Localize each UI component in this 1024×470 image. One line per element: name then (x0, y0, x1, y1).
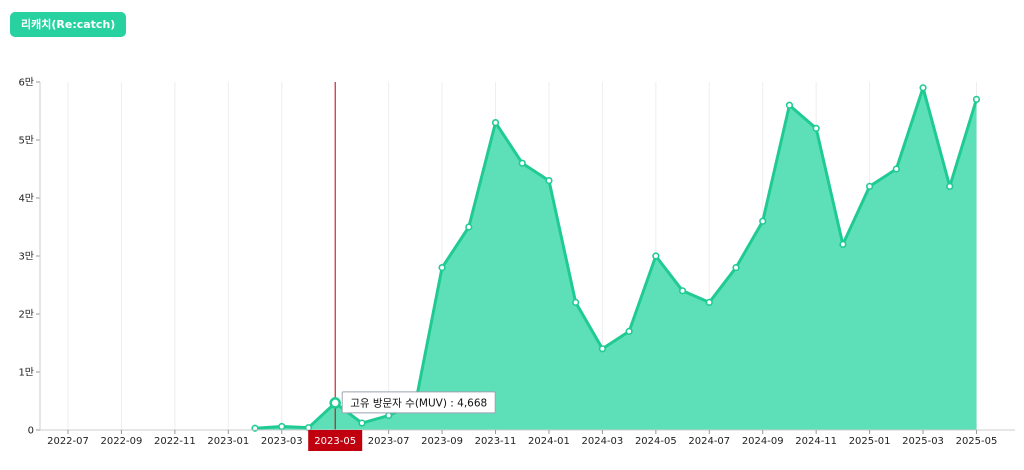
area-series (254, 86, 978, 431)
y-tick-label: 1만 (18, 367, 34, 379)
y-tick-label: 5만 (18, 135, 34, 147)
data-point (438, 264, 446, 272)
data-point (865, 182, 874, 190)
data-point (972, 95, 981, 103)
cursor-x-label: 2023-05 (314, 436, 356, 447)
y-tick-label: 0 (28, 426, 34, 437)
data-point (732, 264, 740, 272)
data-point (812, 124, 820, 132)
y-tick-label: 6만 (18, 77, 34, 89)
area-fill (255, 87, 977, 431)
tooltip: 고유 방문자 수(MUV) : 4,668 (341, 391, 496, 414)
y-tick-label: 4만 (18, 193, 34, 205)
active-data-point (329, 397, 341, 409)
recatch-button[interactable]: 리캐치(Re:catch) (10, 12, 127, 37)
x-tick-label: 2022-09 (101, 436, 143, 447)
data-point (545, 177, 553, 185)
x-tick-label: 2024-03 (582, 436, 624, 447)
data-point (278, 422, 286, 431)
x-tick-label: 2025-03 (902, 436, 944, 447)
data-point (839, 240, 847, 248)
y-tick-label: 2만 (18, 309, 34, 321)
x-tick-label: 2023-01 (207, 436, 249, 447)
x-tick-label: 2024-09 (742, 436, 784, 447)
data-point (652, 252, 660, 260)
tooltip-box (341, 391, 496, 414)
data-point (465, 223, 473, 231)
x-tick-label: 2024-11 (795, 436, 837, 447)
cursor-x-label-bg (308, 430, 363, 451)
x-tick-label: 2023-11 (475, 436, 517, 447)
data-point (785, 101, 794, 109)
x-tick-label: 2025-05 (956, 436, 998, 447)
data-point (358, 419, 366, 427)
data-points (251, 84, 981, 432)
x-tick-label: 2025-01 (849, 436, 891, 447)
axes: 0 1만 2만 3만 4만 5만 6만 2022-07 2022-09 2022-11 2023-0… (18, 77, 1015, 451)
data-point (385, 411, 393, 420)
data-point (759, 217, 767, 225)
x-tick-label: 2023-03 (261, 436, 303, 447)
tooltip-text: 고유 방문자 수(MUV) : 4,668 (350, 397, 487, 409)
x-tick-label: 2024-05 (635, 436, 677, 447)
x-tick-label: 2023-09 (421, 436, 463, 447)
data-point (919, 84, 927, 92)
y-tick-label: 3만 (18, 251, 34, 263)
data-point (572, 298, 580, 307)
data-point (598, 345, 607, 353)
x-tick-label: 2023-07 (368, 436, 410, 447)
data-point (491, 118, 500, 127)
data-point (678, 287, 687, 295)
data-point (518, 159, 526, 167)
x-tick-label: 2022-07 (47, 436, 89, 447)
x-tick-label: 2024-07 (688, 436, 730, 447)
x-tick-label: 2022-11 (154, 436, 196, 447)
series-line (254, 86, 978, 430)
x-tick-label: 2024-01 (528, 436, 570, 447)
data-point (946, 182, 954, 190)
data-point (625, 327, 633, 336)
data-point (705, 298, 713, 307)
data-point (892, 165, 900, 173)
